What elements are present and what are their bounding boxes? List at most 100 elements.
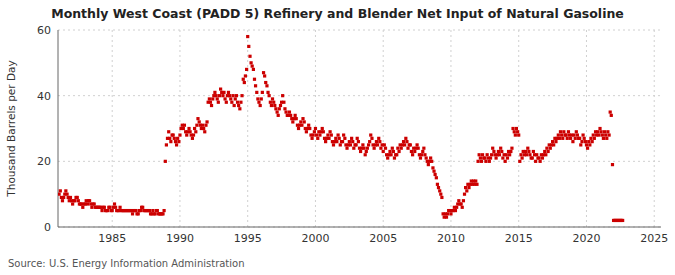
point <box>168 137 171 140</box>
point <box>332 143 335 146</box>
x-grid-line <box>383 30 384 227</box>
x-axis-line <box>58 227 661 228</box>
point <box>202 127 205 130</box>
point <box>378 140 381 143</box>
point <box>603 130 606 133</box>
point <box>436 183 439 186</box>
point <box>405 140 408 143</box>
point <box>268 94 271 97</box>
point <box>475 183 478 186</box>
point <box>606 130 609 133</box>
point <box>578 137 581 140</box>
point <box>229 97 232 100</box>
point <box>176 137 179 140</box>
point <box>610 114 613 117</box>
point <box>148 209 151 212</box>
point <box>532 150 535 153</box>
point <box>193 127 196 130</box>
y-grid-line <box>58 30 661 31</box>
point <box>169 140 172 143</box>
point <box>492 150 495 153</box>
point <box>511 127 514 130</box>
x-tick-label: 2000 <box>301 232 329 245</box>
point <box>276 110 279 113</box>
point <box>515 127 518 130</box>
point <box>245 68 248 71</box>
point <box>279 104 282 107</box>
point <box>410 150 413 153</box>
point <box>294 114 297 117</box>
point <box>531 156 534 159</box>
point <box>527 150 530 153</box>
point <box>431 166 434 169</box>
point <box>602 137 605 140</box>
point <box>517 133 520 136</box>
point <box>388 150 391 153</box>
point <box>605 137 608 140</box>
point <box>194 130 197 133</box>
point <box>557 133 560 136</box>
point <box>419 156 422 159</box>
point <box>547 150 550 153</box>
point <box>251 65 254 68</box>
point <box>608 133 611 136</box>
point <box>266 91 269 94</box>
point <box>163 209 166 212</box>
point <box>432 170 435 173</box>
points <box>58 35 624 222</box>
point <box>544 153 547 156</box>
point <box>189 130 192 133</box>
point <box>355 143 358 146</box>
point <box>76 196 79 199</box>
point <box>357 140 360 143</box>
point <box>100 209 103 212</box>
point <box>422 147 425 150</box>
y-tick-label: 40 <box>37 90 51 103</box>
point <box>474 179 477 182</box>
point <box>173 137 176 140</box>
point <box>516 130 519 133</box>
x-tick-label: 2005 <box>369 232 397 245</box>
point <box>423 153 426 156</box>
point <box>178 133 181 136</box>
point <box>254 84 257 87</box>
x-grid-line <box>586 30 587 227</box>
point <box>524 150 527 153</box>
x-grid-line <box>247 30 248 227</box>
point <box>384 147 387 150</box>
x-tick-label: 1995 <box>234 232 262 245</box>
point <box>118 206 121 209</box>
point <box>386 156 389 159</box>
point <box>584 140 587 143</box>
point <box>465 189 468 192</box>
point <box>259 104 262 107</box>
point <box>392 150 395 153</box>
point <box>59 189 62 192</box>
x-grid-line <box>654 30 655 227</box>
point <box>164 160 167 163</box>
point <box>185 133 188 136</box>
point <box>365 150 368 153</box>
point <box>281 94 284 97</box>
point <box>351 140 354 143</box>
point <box>367 143 370 146</box>
point <box>203 130 206 133</box>
point <box>521 156 524 159</box>
point <box>597 133 600 136</box>
x-tick-label: 1990 <box>166 232 194 245</box>
point <box>301 117 304 120</box>
point <box>396 147 399 150</box>
point <box>585 143 588 146</box>
point <box>589 137 592 140</box>
y-grid-line <box>58 161 661 162</box>
point <box>350 137 353 140</box>
point <box>219 88 222 91</box>
x-grid-line <box>450 30 451 227</box>
point <box>236 101 239 104</box>
point <box>239 101 242 104</box>
point <box>421 150 424 153</box>
point <box>501 156 504 159</box>
point <box>269 101 272 104</box>
point <box>400 147 403 150</box>
point <box>455 206 458 209</box>
